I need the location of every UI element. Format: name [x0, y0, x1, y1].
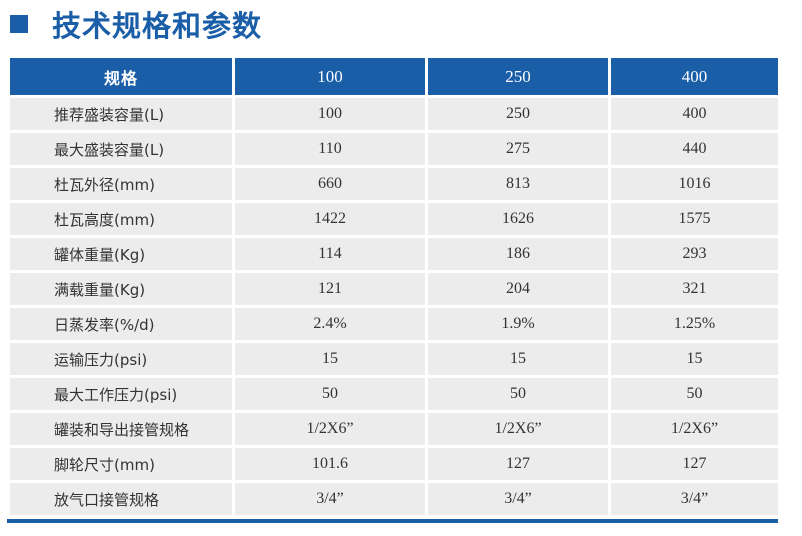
cell-value: 440 [611, 133, 778, 165]
row-label: 脚轮尺寸(mm) [10, 448, 232, 480]
row-label: 运输压力(psi) [10, 343, 232, 375]
cell-value: 127 [428, 448, 608, 480]
cell-value: 121 [235, 273, 425, 305]
table-row: 脚轮尺寸(mm) 101.6 127 127 [10, 448, 778, 480]
cell-value: 250 [428, 98, 608, 130]
cell-value: 3/4” [428, 483, 608, 515]
table-row: 运输压力(psi) 15 15 15 [10, 343, 778, 375]
cell-value: 50 [611, 378, 778, 410]
cell-value: 1/2X6” [235, 413, 425, 445]
cell-value: 1626 [428, 203, 608, 235]
cell-value: 1575 [611, 203, 778, 235]
cell-value: 660 [235, 168, 425, 200]
row-label: 推荐盛装容量(L) [10, 98, 232, 130]
cell-value: 127 [611, 448, 778, 480]
cell-value: 1/2X6” [611, 413, 778, 445]
row-label: 放气口接管规格 [10, 483, 232, 515]
cell-value: 321 [611, 273, 778, 305]
table-row: 杜瓦高度(mm) 1422 1626 1575 [10, 203, 778, 235]
cell-value: 186 [428, 238, 608, 270]
table-row: 推荐盛装容量(L) 100 250 400 [10, 98, 778, 130]
table-row: 最大工作压力(psi) 50 50 50 [10, 378, 778, 410]
header-cell-250: 250 [428, 58, 608, 95]
cell-value: 1016 [611, 168, 778, 200]
cell-value: 3/4” [235, 483, 425, 515]
cell-value: 114 [235, 238, 425, 270]
row-label: 杜瓦高度(mm) [10, 203, 232, 235]
table-row: 罐体重量(Kg) 114 186 293 [10, 238, 778, 270]
page-title: 技术规格和参数 [52, 9, 263, 43]
table-row: 满载重量(Kg) 121 204 321 [10, 273, 778, 305]
table-row: 杜瓦外径(mm) 660 813 1016 [10, 168, 778, 200]
header-cell-400: 400 [611, 58, 778, 95]
row-label: 日蒸发率(%/d) [10, 308, 232, 340]
row-label: 罐体重量(Kg) [10, 238, 232, 270]
row-label: 罐装和导出接管规格 [10, 413, 232, 445]
header-cell-spec: 规格 [10, 58, 232, 95]
row-label: 最大工作压力(psi) [10, 378, 232, 410]
cell-value: 2.4% [235, 308, 425, 340]
row-label: 最大盛装容量(L) [10, 133, 232, 165]
cell-value: 400 [611, 98, 778, 130]
cell-value: 1.9% [428, 308, 608, 340]
cell-value: 100 [235, 98, 425, 130]
cell-value: 1.25% [611, 308, 778, 340]
row-label: 杜瓦外径(mm) [10, 168, 232, 200]
spec-table: 规格 100 250 400 推荐盛装容量(L) 100 250 400 最大盛… [7, 55, 781, 518]
cell-value: 1/2X6” [428, 413, 608, 445]
title-square-marker [10, 15, 28, 33]
table-row: 日蒸发率(%/d) 2.4% 1.9% 1.25% [10, 308, 778, 340]
cell-value: 204 [428, 273, 608, 305]
cell-value: 101.6 [235, 448, 425, 480]
cell-value: 3/4” [611, 483, 778, 515]
row-label: 满载重量(Kg) [10, 273, 232, 305]
table-row: 最大盛装容量(L) 110 275 440 [10, 133, 778, 165]
table-bottom-rule [7, 519, 778, 523]
cell-value: 15 [235, 343, 425, 375]
cell-value: 110 [235, 133, 425, 165]
cell-value: 15 [428, 343, 608, 375]
cell-value: 813 [428, 168, 608, 200]
cell-value: 293 [611, 238, 778, 270]
cell-value: 50 [428, 378, 608, 410]
table-header-row: 规格 100 250 400 [10, 58, 778, 95]
table-row: 放气口接管规格 3/4” 3/4” 3/4” [10, 483, 778, 515]
cell-value: 275 [428, 133, 608, 165]
cell-value: 15 [611, 343, 778, 375]
cell-value: 50 [235, 378, 425, 410]
table-row: 罐装和导出接管规格 1/2X6” 1/2X6” 1/2X6” [10, 413, 778, 445]
section-header: 技术规格和参数 [10, 4, 262, 44]
header-cell-100: 100 [235, 58, 425, 95]
cell-value: 1422 [235, 203, 425, 235]
